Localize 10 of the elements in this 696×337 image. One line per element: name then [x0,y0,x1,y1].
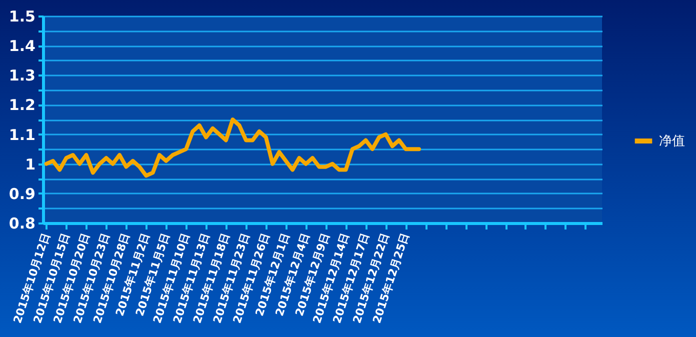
y-tick-label: 0.9 [8,184,36,203]
y-tick-label: 1.2 [8,96,36,114]
y-tick-label: 0.8 [8,214,36,232]
y-tick-label: 1.4 [8,37,36,56]
y-tick-label: 1 [25,155,36,174]
legend-label: 净值 [659,134,685,149]
y-tick-label: 1.3 [8,66,36,85]
y-tick-label: 1.5 [8,8,36,26]
y-tick-label: 1.1 [8,126,36,144]
line-series [44,118,421,178]
